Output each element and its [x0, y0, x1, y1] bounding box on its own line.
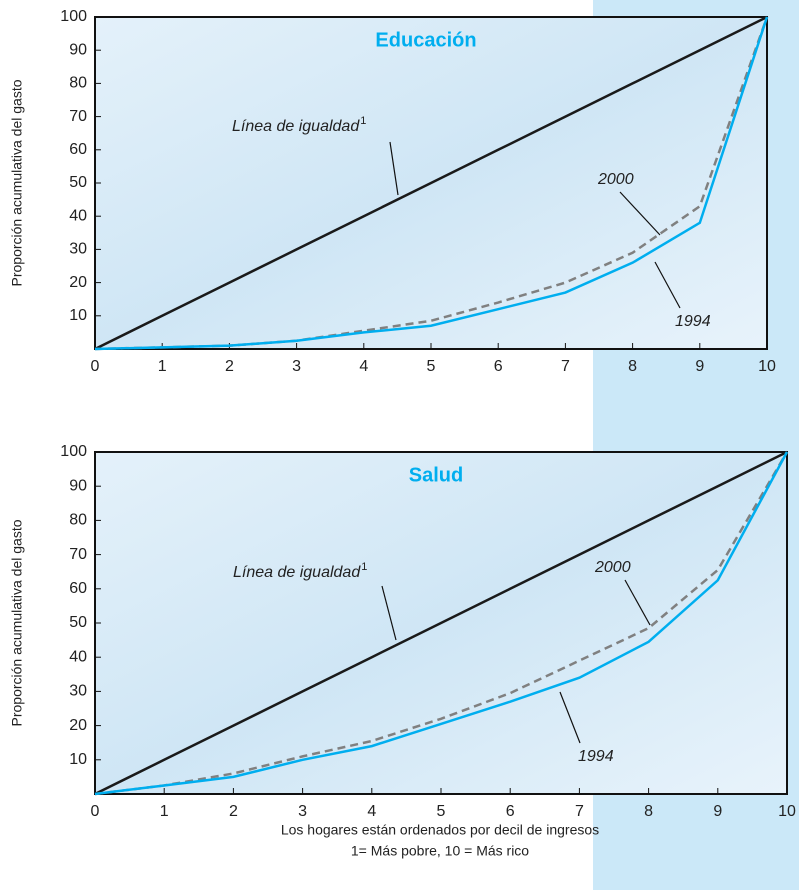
chart-title: Educación [375, 29, 476, 51]
x-tick-label: 7 [561, 358, 570, 375]
annotation: 2000 [594, 559, 631, 576]
x-tick-label: 3 [292, 358, 301, 375]
y-axis-label: Proporción acumulativa del gasto [9, 519, 25, 726]
annotation-pointer [654, 261, 681, 309]
annotation: 1994 [578, 748, 614, 765]
annotation: Línea de igualdad [232, 118, 360, 135]
x-tick-label: 8 [644, 803, 653, 820]
y-tick-label: 20 [69, 717, 87, 734]
annotation: Línea de igualdad [233, 564, 361, 581]
y-tick-label: 30 [69, 241, 87, 258]
y-tick-label: 80 [69, 512, 87, 529]
y-tick-label: 70 [69, 546, 87, 563]
x-tick-label: 4 [359, 358, 368, 375]
y-tick-label: 90 [69, 477, 87, 494]
footnote-marker: 1 [360, 115, 366, 127]
y-tick-label: 90 [69, 41, 87, 58]
y-tick-label: 100 [60, 8, 87, 25]
series-line [94, 451, 789, 796]
x-tick-label: 10 [758, 358, 776, 375]
y-tick-label: 100 [60, 443, 87, 460]
annotation-pointer [619, 191, 661, 236]
annotation-pointer [559, 691, 581, 744]
x-tick-label: 8 [628, 358, 637, 375]
series-line [94, 15, 768, 351]
x-tick-label: 6 [506, 803, 515, 820]
x-tick-label: 6 [494, 358, 503, 375]
x-axis-label: 1= Más pobre, 10 = Más rico [351, 843, 529, 859]
x-tick-label: 5 [427, 358, 436, 375]
y-tick-label: 30 [69, 683, 87, 700]
y-tick-label: 60 [69, 141, 87, 158]
x-tick-label: 0 [91, 803, 100, 820]
series-line [94, 16, 769, 351]
y-axis-label: Proporción acumulativa del gasto [9, 79, 25, 286]
series-line [94, 450, 788, 796]
x-tick-label: 9 [713, 803, 722, 820]
x-tick-label: 1 [158, 358, 167, 375]
x-tick-label: 0 [91, 358, 100, 375]
y-tick-label: 60 [69, 580, 87, 597]
annotation-pointer [381, 585, 397, 641]
y-tick-label: 10 [69, 751, 87, 768]
y-tick-label: 50 [69, 174, 87, 191]
footnote-marker: 1 [361, 561, 367, 573]
x-tick-label: 2 [229, 803, 238, 820]
y-tick-label: 40 [69, 207, 87, 224]
x-tick-label: 5 [437, 803, 446, 820]
annotation-pointer [624, 579, 651, 626]
x-tick-label: 10 [778, 803, 796, 820]
x-axis-label: Los hogares están ordenados por decil de… [281, 822, 599, 838]
annotation-pointer [389, 141, 399, 196]
y-tick-label: 40 [69, 648, 87, 665]
x-tick-label: 4 [367, 803, 376, 820]
series-line [94, 451, 789, 796]
y-tick-label: 80 [69, 75, 87, 92]
y-tick-label: 20 [69, 274, 87, 291]
x-tick-label: 7 [575, 803, 584, 820]
chart-title: Salud [409, 464, 463, 486]
annotation: 2000 [597, 171, 634, 188]
x-tick-label: 9 [695, 358, 704, 375]
y-tick-label: 70 [69, 108, 87, 125]
annotation: 1994 [675, 313, 711, 330]
x-tick-label: 1 [160, 803, 169, 820]
x-tick-label: 3 [298, 803, 307, 820]
series-line [94, 16, 769, 351]
y-tick-label: 10 [69, 307, 87, 324]
x-tick-label: 2 [225, 358, 234, 375]
y-tick-label: 50 [69, 614, 87, 631]
